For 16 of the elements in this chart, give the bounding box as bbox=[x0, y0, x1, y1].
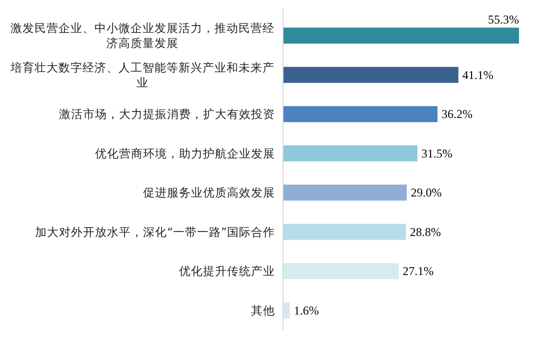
data-label: 55.3% bbox=[488, 12, 519, 27]
data-label: 1.6% bbox=[294, 303, 319, 318]
y-tick-label: 优化提升传统产业 bbox=[179, 264, 275, 278]
data-label: 27.1% bbox=[402, 264, 434, 278]
y-tick-label: 促进服务业优质高效发展 bbox=[143, 186, 275, 200]
y-tick-label: 其他 bbox=[251, 303, 275, 318]
y-tick-label: 加大对外开放水平，深化“一带一路”国际合作 bbox=[35, 224, 275, 239]
data-label: 29.0% bbox=[410, 186, 442, 200]
y-tick-label: 激活市场，大力提振消费，扩大有效投资 bbox=[59, 107, 275, 122]
data-label: 36.2% bbox=[441, 107, 472, 122]
data-label: 31.5% bbox=[421, 146, 452, 160]
y-tick-label: 激发民营企业、中小微企业发展活力，推动民营经济高质量发展 bbox=[10, 21, 274, 50]
data-label: 28.8% bbox=[410, 224, 441, 239]
data-label: 41.1% bbox=[462, 68, 494, 82]
y-tick-label: 优化营商环境，助力护航企业发展 bbox=[95, 146, 275, 160]
y-tick-label: 培育壮大数字经济、人工智能等新兴产业和未来产业 bbox=[10, 60, 274, 90]
